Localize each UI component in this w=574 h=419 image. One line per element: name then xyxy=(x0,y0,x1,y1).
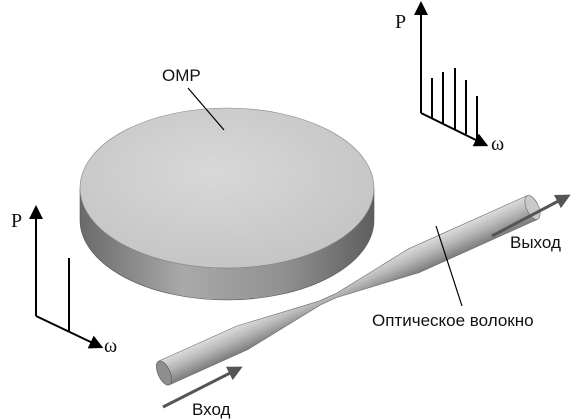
fiber-input-end xyxy=(156,360,172,386)
fiber-leader xyxy=(435,225,463,307)
input-arrow xyxy=(162,366,243,409)
disk-resonator xyxy=(79,107,375,301)
output-x-axis xyxy=(420,112,489,147)
resonator-leader xyxy=(187,87,225,131)
fiber-label: Оптическое волокно xyxy=(372,311,534,330)
output-p-label: P xyxy=(395,11,406,33)
input-x-axis xyxy=(35,315,104,349)
input-omega-label: ω xyxy=(104,335,117,357)
resonator-label: OMP xyxy=(162,66,201,85)
output-spectrum-plot: P ω xyxy=(395,1,504,155)
output-arrow xyxy=(491,194,571,238)
input-spectrum-plot: P ω xyxy=(11,205,117,357)
input-label: Вход xyxy=(192,400,231,419)
output-label: Выход xyxy=(510,233,561,252)
optical-fiber xyxy=(156,194,541,386)
output-omega-label: ω xyxy=(491,133,504,155)
disk-top xyxy=(79,107,375,269)
input-p-label: P xyxy=(11,210,22,232)
